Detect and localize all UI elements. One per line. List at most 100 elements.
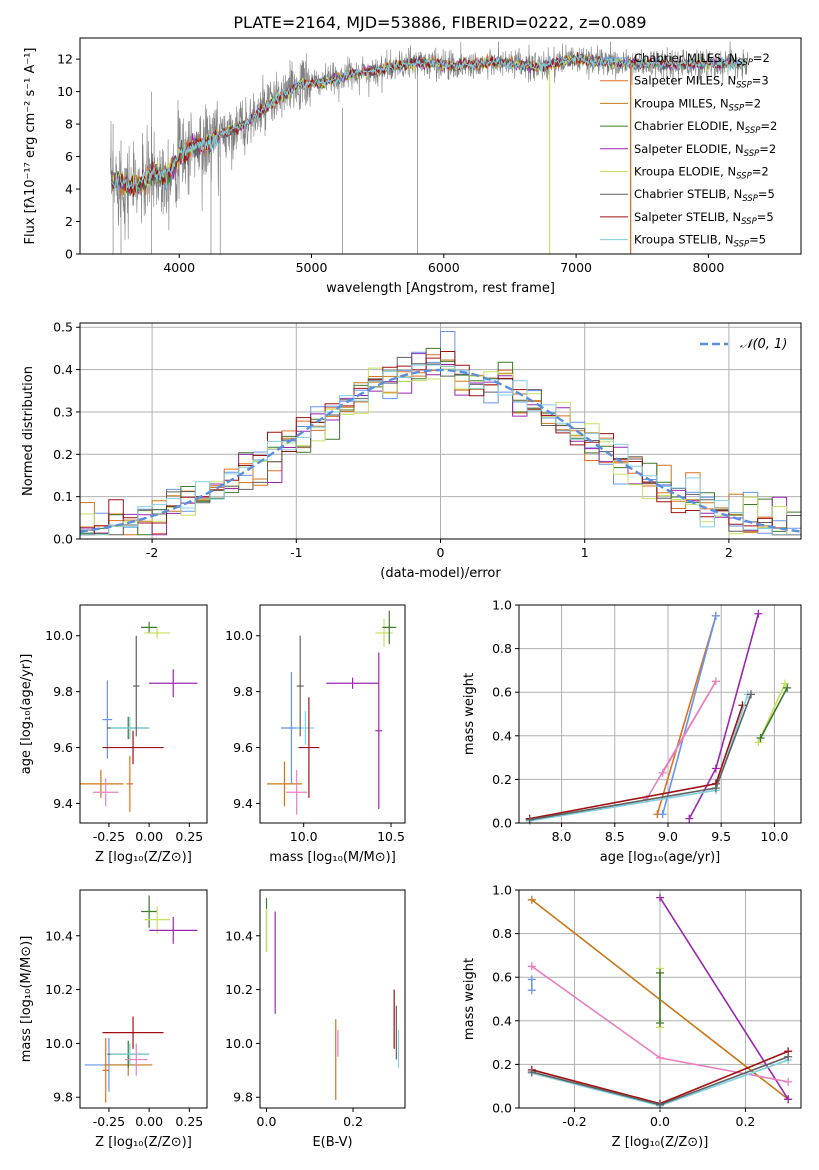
legend-entry: Salpeter STELIB, NSSP=5 [634, 210, 774, 227]
weight-marker [527, 986, 536, 995]
weight-marker [656, 893, 664, 902]
panel-mass_vs_EBV: 0.0 0.2 9.8 10.0 10.2 10.4 E(B-V) [225, 889, 406, 1150]
x-tick-label: 5000 [296, 260, 328, 275]
y-tick-label: 0.2 [492, 772, 512, 787]
x-tick-label: 8.5 [605, 829, 625, 844]
normal-curve [80, 368, 801, 533]
x-tick-label: 0.0 [257, 1114, 277, 1129]
weight-line [529, 694, 752, 821]
weight-marker [781, 679, 790, 688]
y-tick-label: 4 [65, 182, 73, 197]
axes-frame [518, 604, 802, 824]
legend-text: Chabrier STELIB, N [634, 187, 742, 201]
legend-sub: SSP [742, 194, 758, 204]
legend-suffix: =3 [752, 74, 769, 88]
panel-massweight_vs_age: 8.0 8.5 9.0 9.5 10.0 0.0 0.2 0.4 0.6 0.8 1.0 age [l… [462, 598, 802, 865]
legend-entry: Kroupa MILES, NSSP=2 [634, 96, 761, 113]
y-tick-label: 0.3 [53, 404, 73, 419]
y-tick-label: 1.0 [492, 598, 512, 613]
legend-entry: 𝒩(0, 1) [740, 337, 787, 352]
x-tick-label: 1 [581, 545, 589, 560]
weight-marker [525, 815, 534, 824]
y-tick-label: 0.8 [492, 641, 512, 656]
x-tick-label: 0.25 [175, 829, 203, 844]
chart-panels: 4000 5000 6000 7000 8000024681012wavelength … [19, 37, 802, 1150]
weight-marker [527, 1068, 536, 1077]
weight-line [688, 613, 760, 819]
y-tick-label: 10.0 [45, 1036, 73, 1051]
legend-entry: Salpeter MILES, NSSP=3 [634, 74, 769, 91]
legend-sub: SSP [729, 103, 745, 113]
weight-marker [656, 968, 664, 977]
weight-line [646, 680, 717, 800]
weight-marker [711, 784, 720, 793]
weight-marker [527, 895, 536, 904]
y-tick-label: 0.8 [492, 926, 512, 941]
legend-suffix: =5 [749, 233, 766, 247]
y-tick-label: 10.2 [45, 982, 73, 997]
y-tick-label: 2 [65, 214, 73, 229]
y-axis-label: mass [log₁₀(M/M⊙)] [19, 936, 34, 1063]
axes-frame [79, 322, 802, 540]
legend-suffix: =2 [744, 96, 761, 110]
y-tick-label: 6 [65, 149, 73, 164]
legend-text: Chabrier ELODIE, N [634, 119, 745, 133]
legend-text: Salpeter ELODIE, N [634, 142, 744, 156]
y-tick-label: 0.6 [492, 685, 512, 700]
axes-frame [79, 889, 208, 1109]
legend-suffix: =5 [757, 210, 774, 224]
y-tick-label: 12 [57, 52, 73, 67]
x-tick-label: -0.25 [93, 829, 125, 844]
legend-suffix: =5 [758, 187, 775, 201]
y-tick-label: 8 [65, 117, 73, 132]
axes-frame [518, 889, 802, 1109]
panel-age_vs_mass: 10.0 10.5 9.4 9.6 9.8 10.0 mass [log₁₀(M/M⊙)] [225, 604, 406, 865]
weight-marker [783, 683, 792, 692]
weight-marker [658, 810, 667, 819]
x-tick-label: -0.2 [562, 1114, 586, 1129]
weight-marker [656, 1018, 664, 1027]
x-tick-label: 10.0 [760, 829, 788, 844]
y-tick-label: 0.1 [53, 489, 73, 504]
weight-marker [658, 768, 667, 777]
y-axis-label: Normed distribution [21, 366, 36, 496]
legend-suffix: =2 [759, 142, 776, 156]
weight-marker [754, 609, 763, 618]
x-axis-label: (data-model)/error [380, 566, 501, 581]
x-tick-label: 0.0 [650, 1114, 670, 1129]
x-axis-label: Z [log₁₀(Z/Z⊙)] [95, 850, 192, 865]
legend-suffix: =2 [752, 165, 769, 179]
y-tick-label: 1.0 [492, 883, 512, 898]
y-axis-label: mass weight [462, 958, 477, 1040]
y-tick-label: 0.4 [53, 362, 73, 377]
y-tick-label: 10.0 [225, 628, 253, 643]
model-line [111, 54, 632, 196]
x-tick-label: 7000 [560, 260, 592, 275]
x-tick-label: 10.5 [377, 829, 405, 844]
y-tick-label: 10.4 [225, 928, 253, 943]
weight-marker [711, 764, 720, 773]
weight-marker [711, 611, 720, 620]
legend-text: Kroupa ELODIE, N [634, 165, 736, 179]
y-tick-label: 0.2 [53, 447, 73, 462]
weight-marker [527, 962, 536, 971]
weight-marker [527, 975, 536, 984]
x-tick-label: 0.2 [736, 1114, 756, 1129]
legend-entry: Kroupa ELODIE, NSSP=2 [634, 165, 769, 182]
axes-frame [259, 889, 406, 1109]
x-axis-label: wavelength [Angstrom, rest frame] [326, 281, 555, 296]
y-tick-label: 0.5 [53, 320, 73, 335]
axes-frame [79, 604, 208, 824]
x-tick-label: 8000 [692, 260, 724, 275]
legend-entry: Kroupa STELIB, NSSP=5 [634, 233, 766, 250]
y-tick-label: 0.4 [492, 1013, 512, 1028]
legend-entry: Salpeter ELODIE, NSSP=2 [634, 142, 776, 159]
weight-marker [784, 1095, 793, 1104]
legend-sub: SSP [734, 240, 750, 250]
x-tick-label: -2 [146, 545, 158, 560]
x-tick-label: 9.0 [658, 829, 678, 844]
y-tick-label: 0.0 [492, 816, 512, 831]
x-tick-label: 0.2 [343, 1114, 363, 1129]
legend-sub: SSP [736, 81, 752, 91]
